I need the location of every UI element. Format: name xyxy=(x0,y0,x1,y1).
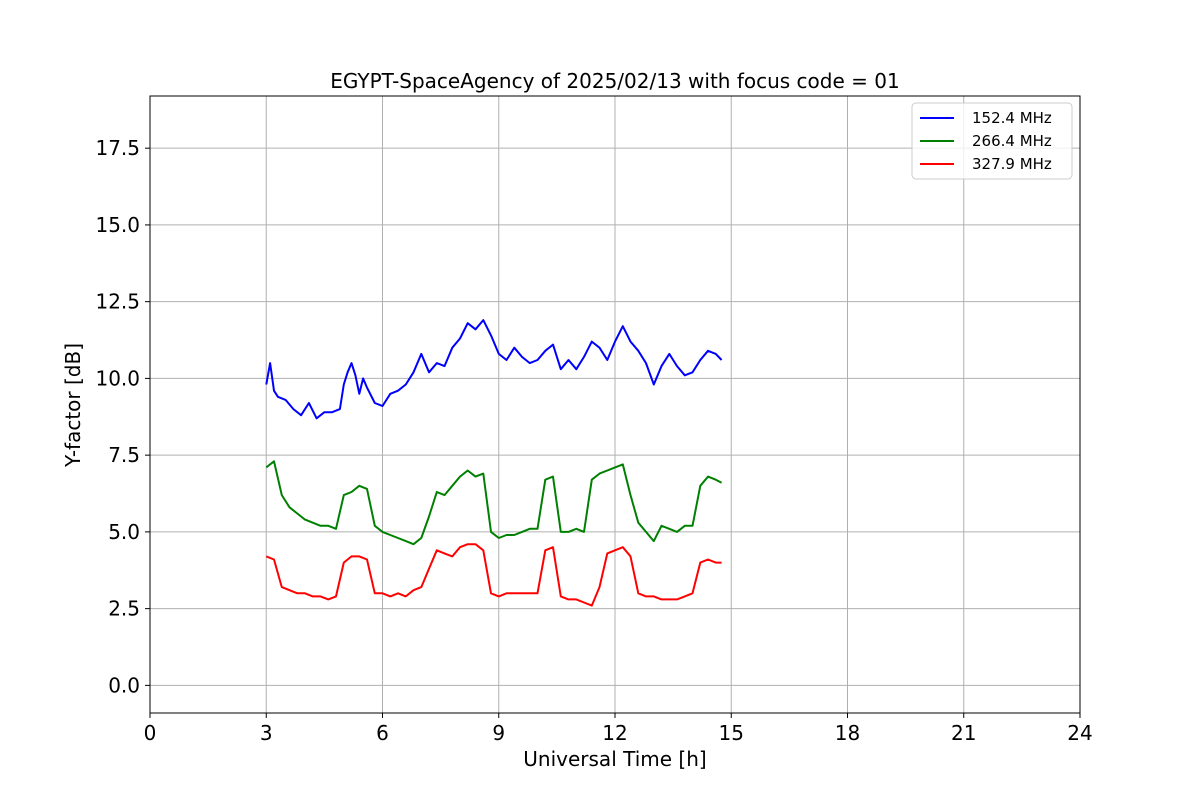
legend-label-2: 266.4 MHz xyxy=(972,132,1052,150)
series-line-1 xyxy=(265,319,723,420)
legend-box xyxy=(911,102,1073,180)
legend-label-1: 152.4 MHz xyxy=(972,109,1052,127)
x-tick-label: 18 xyxy=(835,721,860,745)
legend: 152.4 MHz 266.4 MHz 327.9 MHz xyxy=(911,102,1073,180)
series-layer xyxy=(265,319,723,607)
y-tick-label: 10.0 xyxy=(95,366,140,390)
series-line-2 xyxy=(265,460,723,546)
x-tick-label: 15 xyxy=(719,721,744,745)
x-tick-label: 12 xyxy=(602,721,627,745)
chart-title: EGYPT-SpaceAgency of 2025/02/13 with foc… xyxy=(330,69,899,93)
y-tick-label: 2.5 xyxy=(108,597,140,621)
x-axis-label: Universal Time [h] xyxy=(523,747,706,771)
x-tick-label: 6 xyxy=(376,721,389,745)
y-tick-label: 0.0 xyxy=(108,673,140,697)
x-axis: 0 3 6 9 12 15 18 21 24 xyxy=(144,713,1093,745)
y-tick-label: 7.5 xyxy=(108,443,140,467)
x-tick-label: 9 xyxy=(492,721,505,745)
x-tick-label: 3 xyxy=(260,721,273,745)
y-axis: 0.0 2.5 5.0 7.5 10.0 12.5 15.0 17.5 xyxy=(95,136,150,697)
y-axis-label: Y-factor [dB] xyxy=(61,343,85,468)
y-tick-label: 15.0 xyxy=(95,213,140,237)
y-tick-label: 17.5 xyxy=(95,136,140,160)
y-tick-label: 5.0 xyxy=(108,520,140,544)
legend-label-3: 327.9 MHz xyxy=(972,155,1052,173)
x-tick-label: 24 xyxy=(1067,721,1092,745)
y-tick-label: 12.5 xyxy=(95,290,140,314)
x-tick-label: 0 xyxy=(144,721,157,745)
series-line-3 xyxy=(265,543,722,607)
x-tick-label: 21 xyxy=(951,721,976,745)
